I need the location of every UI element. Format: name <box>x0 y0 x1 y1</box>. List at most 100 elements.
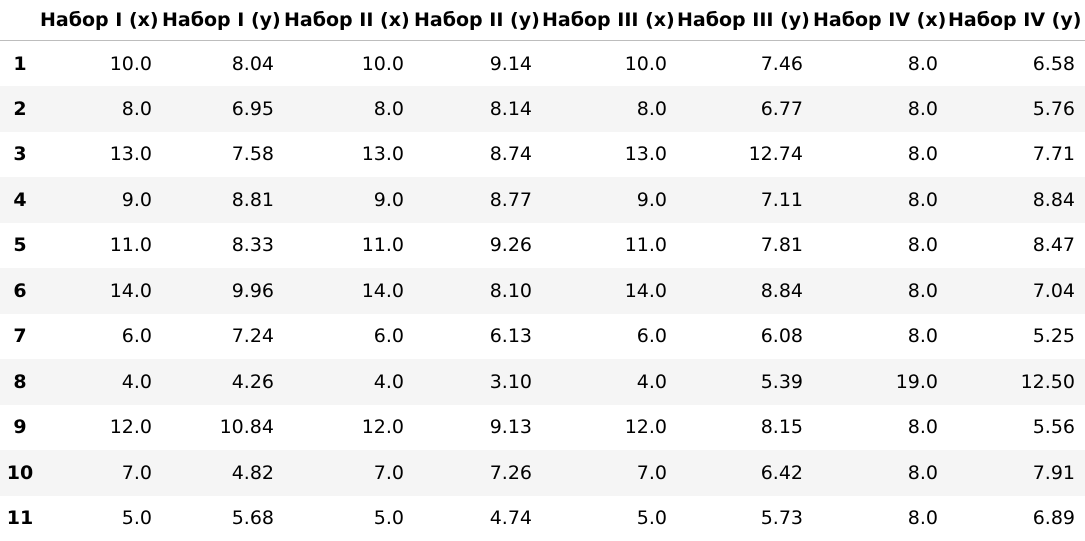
table-cell: 8.15 <box>677 405 813 451</box>
table-cell: 8.33 <box>162 223 284 269</box>
table-cell: 14.0 <box>284 268 414 314</box>
table-row: 7 6.0 7.24 6.0 6.13 6.0 6.08 8.0 5.25 <box>0 314 1085 360</box>
table-cell: 4.0 <box>284 359 414 405</box>
table-cell: 8.0 <box>813 268 948 314</box>
table-cell: 13.0 <box>40 132 162 178</box>
table-cell: 3.10 <box>414 359 542 405</box>
table-cell: 8.81 <box>162 177 284 223</box>
table-cell: 4.82 <box>162 450 284 496</box>
table-cell: 8.0 <box>542 86 677 132</box>
table-cell: 13.0 <box>542 132 677 178</box>
table-cell: 11.0 <box>542 223 677 269</box>
table-cell: 10.0 <box>284 41 414 87</box>
table-row: 2 8.0 6.95 8.0 8.14 8.0 6.77 8.0 5.76 <box>0 86 1085 132</box>
table-cell: 8.74 <box>414 132 542 178</box>
table-cell: 6.13 <box>414 314 542 360</box>
table-cell: 5.56 <box>948 405 1085 451</box>
table-cell: 8.84 <box>677 268 813 314</box>
table-cell: 8.04 <box>162 41 284 87</box>
table-cell: 7.0 <box>284 450 414 496</box>
table-cell: 12.0 <box>40 405 162 451</box>
table-cell: 5.39 <box>677 359 813 405</box>
table-cell: 9.96 <box>162 268 284 314</box>
table-cell: 12.0 <box>542 405 677 451</box>
table-row: 4 9.0 8.81 9.0 8.77 9.0 7.11 8.0 8.84 <box>0 177 1085 223</box>
table-cell: 13.0 <box>284 132 414 178</box>
table-cell: 6.95 <box>162 86 284 132</box>
column-header: Набор II (y) <box>414 0 542 41</box>
table-cell: 9.13 <box>414 405 542 451</box>
table-body: 1 10.0 8.04 10.0 9.14 10.0 7.46 8.0 6.58… <box>0 41 1085 541</box>
table-cell: 8.0 <box>40 86 162 132</box>
table-cell: 7.11 <box>677 177 813 223</box>
row-index: 9 <box>0 405 40 451</box>
table-cell: 11.0 <box>40 223 162 269</box>
table-cell: 7.71 <box>948 132 1085 178</box>
row-index: 7 <box>0 314 40 360</box>
table-cell: 8.0 <box>813 496 948 541</box>
row-index: 8 <box>0 359 40 405</box>
column-header: Набор IV (x) <box>813 0 948 41</box>
row-index: 2 <box>0 86 40 132</box>
table-cell: 8.0 <box>813 223 948 269</box>
table-cell: 7.0 <box>40 450 162 496</box>
table-cell: 7.58 <box>162 132 284 178</box>
table-cell: 8.84 <box>948 177 1085 223</box>
table-cell: 7.04 <box>948 268 1085 314</box>
table-cell: 8.0 <box>813 405 948 451</box>
column-header: Набор IV (y) <box>948 0 1085 41</box>
table-cell: 4.0 <box>542 359 677 405</box>
table-cell: 7.46 <box>677 41 813 87</box>
table-cell: 7.26 <box>414 450 542 496</box>
table-cell: 5.76 <box>948 86 1085 132</box>
table-cell: 10.0 <box>542 41 677 87</box>
row-index: 4 <box>0 177 40 223</box>
table-cell: 9.0 <box>284 177 414 223</box>
row-index: 10 <box>0 450 40 496</box>
table-cell: 8.0 <box>813 41 948 87</box>
table-cell: 6.58 <box>948 41 1085 87</box>
table-cell: 5.73 <box>677 496 813 541</box>
table-row: 9 12.0 10.84 12.0 9.13 12.0 8.15 8.0 5.5… <box>0 405 1085 451</box>
table-cell: 8.14 <box>414 86 542 132</box>
table-cell: 9.0 <box>40 177 162 223</box>
table-cell: 7.0 <box>542 450 677 496</box>
row-index: 1 <box>0 41 40 87</box>
table-cell: 14.0 <box>542 268 677 314</box>
table-cell: 8.47 <box>948 223 1085 269</box>
table-row: 1 10.0 8.04 10.0 9.14 10.0 7.46 8.0 6.58 <box>0 41 1085 87</box>
table-cell: 8.0 <box>813 86 948 132</box>
table-cell: 8.0 <box>813 314 948 360</box>
table-cell: 7.91 <box>948 450 1085 496</box>
table-cell: 12.74 <box>677 132 813 178</box>
table-row: 10 7.0 4.82 7.0 7.26 7.0 6.42 8.0 7.91 <box>0 450 1085 496</box>
table-cell: 5.0 <box>284 496 414 541</box>
table-cell: 6.0 <box>284 314 414 360</box>
table-cell: 9.26 <box>414 223 542 269</box>
table-cell: 11.0 <box>284 223 414 269</box>
table-cell: 9.14 <box>414 41 542 87</box>
column-header: Набор III (x) <box>542 0 677 41</box>
table-cell: 8.0 <box>813 177 948 223</box>
header-row: Набор I (x) Набор I (y) Набор II (x) Наб… <box>0 0 1085 41</box>
column-header: Набор I (x) <box>40 0 162 41</box>
table-cell: 10.0 <box>40 41 162 87</box>
table-cell: 5.25 <box>948 314 1085 360</box>
table-row: 5 11.0 8.33 11.0 9.26 11.0 7.81 8.0 8.47 <box>0 223 1085 269</box>
table-cell: 6.42 <box>677 450 813 496</box>
row-index: 11 <box>0 496 40 541</box>
table-cell: 6.89 <box>948 496 1085 541</box>
table-cell: 5.0 <box>542 496 677 541</box>
table-cell: 4.26 <box>162 359 284 405</box>
index-header <box>0 0 40 41</box>
column-header: Набор I (y) <box>162 0 284 41</box>
row-index: 3 <box>0 132 40 178</box>
column-header: Набор II (x) <box>284 0 414 41</box>
table-cell: 4.74 <box>414 496 542 541</box>
table-cell: 5.68 <box>162 496 284 541</box>
table-cell: 19.0 <box>813 359 948 405</box>
table-cell: 6.0 <box>542 314 677 360</box>
table-row: 3 13.0 7.58 13.0 8.74 13.0 12.74 8.0 7.7… <box>0 132 1085 178</box>
table-cell: 7.81 <box>677 223 813 269</box>
